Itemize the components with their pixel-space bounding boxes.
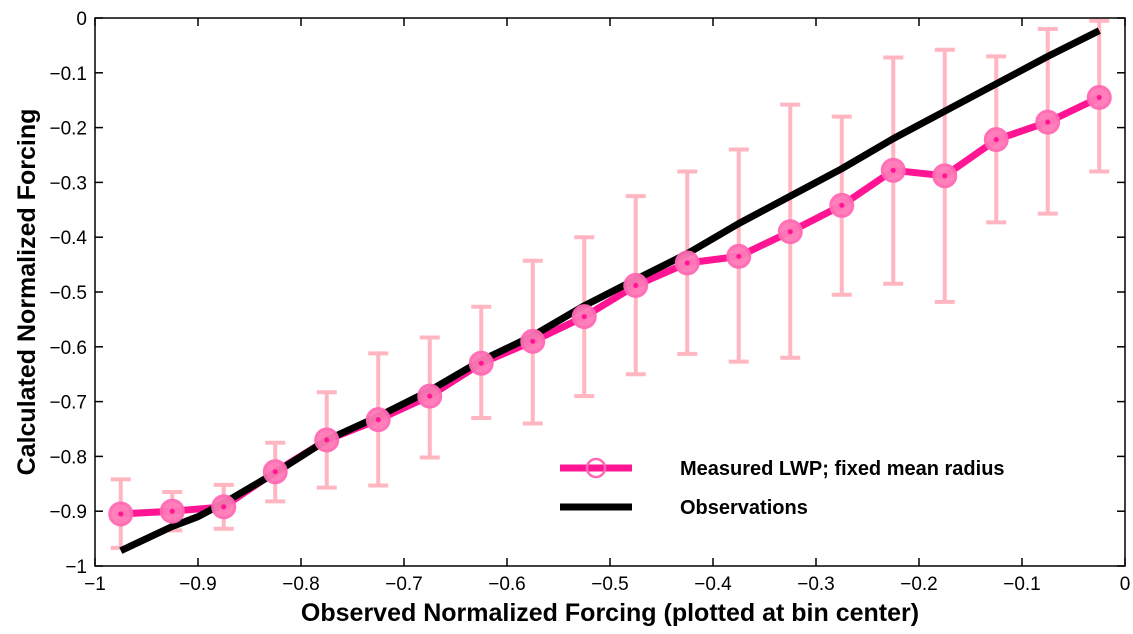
y-tick-label: 0 — [76, 9, 87, 30]
y-tick-label: −0.9 — [49, 502, 87, 523]
y-tick-label: −0.5 — [49, 283, 87, 304]
data-point-center — [375, 417, 381, 423]
data-point-center — [993, 137, 999, 143]
x-tick-label: −0.5 — [591, 574, 629, 595]
x-tick-label: −0.8 — [282, 574, 320, 595]
data-point-center — [221, 504, 227, 510]
data-point-center — [1096, 94, 1102, 100]
data-point-center — [169, 508, 175, 514]
ticks: −1 −0.9 −0.8 −0.7 −0.6 −0.5 −0.4 −0.3 −0.2 −0.1 0 0… — [49, 9, 1130, 595]
x-tick-label: 0 — [1120, 574, 1131, 595]
data-point-center — [890, 167, 896, 173]
x-tick-label: −0.3 — [797, 574, 835, 595]
data-point-center — [787, 229, 793, 235]
legend-label-measured: Measured LWP; fixed mean radius — [680, 458, 1005, 480]
y-tick-label: −0.8 — [49, 447, 87, 468]
data-point-center — [942, 173, 948, 179]
data-point-center — [684, 260, 690, 266]
y-tick-label: −0.6 — [49, 338, 87, 359]
data-point-center — [118, 511, 124, 517]
legend-marker-measured — [585, 457, 607, 479]
y-tick-label: −0.1 — [49, 64, 87, 85]
x-axis-label: Observed Normalized Forcing (plotted at … — [301, 599, 919, 627]
y-tick-label: −0.7 — [49, 393, 87, 414]
legend: Measured LWP; fixed mean radius Observati… — [560, 457, 1005, 519]
data-point-center — [736, 253, 742, 259]
legend-label-observations: Observations — [680, 497, 808, 519]
y-axis-label: Calculated Normalized Forcing — [13, 109, 41, 476]
x-tick-label: −0.9 — [179, 574, 217, 595]
y-tick-label: −0.2 — [49, 119, 87, 140]
x-tick-label: −0.1 — [1003, 574, 1041, 595]
data-markers — [108, 84, 1112, 527]
x-tick-label: −0.4 — [694, 574, 732, 595]
data-point-center — [581, 314, 587, 320]
y-tick-label: −0.3 — [49, 173, 87, 194]
data-point-center — [1045, 119, 1051, 125]
y-tick-label: −0.4 — [49, 228, 87, 249]
y-tick-label: −1 — [65, 557, 87, 578]
x-tick-label: −0.7 — [385, 574, 423, 595]
data-point-center — [478, 360, 484, 366]
x-tick-label: −1 — [84, 574, 106, 595]
data-point-center — [530, 338, 536, 344]
data-point-center — [324, 437, 330, 443]
x-tick-label: −0.2 — [900, 574, 938, 595]
data-point-center — [839, 202, 845, 208]
data-point-center — [633, 282, 639, 288]
plot-frame — [94, 17, 1126, 567]
x-tick-label: −0.6 — [488, 574, 526, 595]
data-point-center — [427, 393, 433, 399]
data-point-center — [272, 469, 278, 475]
